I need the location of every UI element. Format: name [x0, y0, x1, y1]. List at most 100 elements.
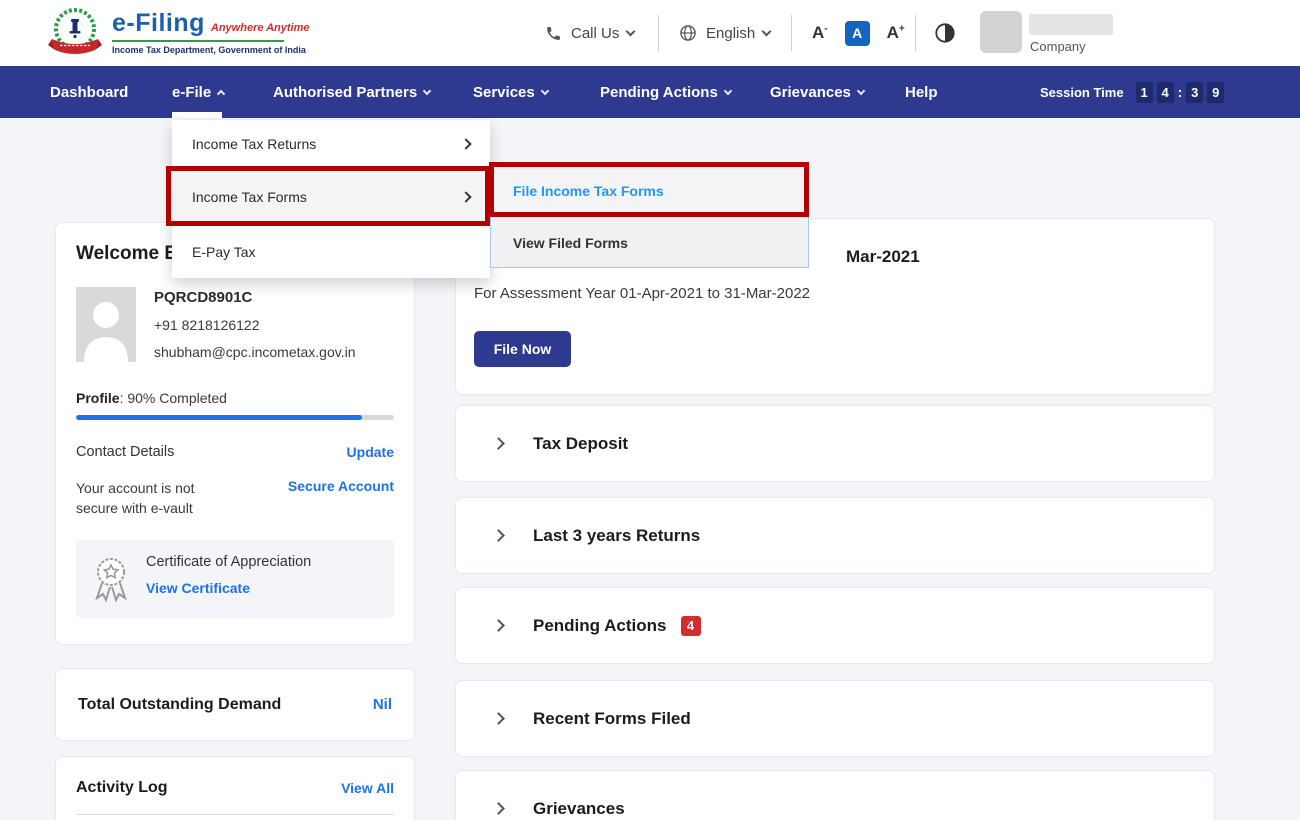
menu-item-label: Income Tax Returns [192, 136, 317, 152]
profile-card: Welcome E PQRCD8901C +91 8218126122 shub… [55, 222, 415, 645]
contrast-toggle[interactable] [934, 0, 956, 66]
chevron-right-icon [492, 802, 505, 815]
menu-item-e-pay-tax[interactable]: E-Pay Tax [172, 226, 490, 278]
submenu-item-label: File Income Tax Forms [513, 183, 664, 199]
user-avatar[interactable] [980, 11, 1022, 53]
chevron-down-icon [761, 26, 772, 37]
header-divider [658, 15, 659, 51]
medal-icon [95, 558, 127, 602]
session-digit: 1 [1135, 81, 1153, 103]
chevron-down-icon [540, 86, 549, 96]
certificate-box: Certificate of Appreciation View Certifi… [76, 540, 394, 618]
accordion-recent-forms-filed[interactable]: Recent Forms Filed [455, 680, 1215, 757]
pan-number: PQRCD8901C [154, 289, 253, 306]
email-address: shubham@cpc.incometax.gov.in [154, 344, 356, 360]
session-digit: 4 [1156, 81, 1174, 103]
chevron-right-icon [492, 712, 505, 725]
brand-tagline: Anywhere Anytime [210, 22, 310, 34]
phone-icon [547, 26, 560, 40]
session-digit: 3 [1186, 81, 1204, 103]
divider [76, 814, 394, 815]
menu-item-label: Income Tax Forms [192, 189, 307, 205]
activity-log-card: Activity Log View All [55, 756, 415, 820]
demand-nil-link[interactable]: Nil [372, 696, 392, 713]
nav-item-services[interactable]: Services [473, 66, 549, 118]
accordion-tax-deposit[interactable]: Tax Deposit [455, 405, 1215, 482]
outstanding-demand-label: Total Outstanding Demand [78, 695, 282, 713]
font-size-controls: A- A A+ [812, 0, 905, 66]
file-now-button[interactable]: File Now [474, 331, 571, 367]
phone-number: +91 8218126122 [154, 317, 260, 333]
accordion-last-3-years-returns[interactable]: Last 3 years Returns [455, 497, 1215, 574]
contact-details-label: Contact Details [76, 444, 175, 460]
view-all-link[interactable]: View All [341, 780, 394, 796]
profile-progress-fill [76, 415, 363, 420]
filing-heading-fragment: Mar-2021 [846, 247, 920, 266]
profile-avatar-placeholder [76, 287, 136, 362]
header-divider [791, 15, 792, 51]
chevron-right-icon [460, 191, 472, 203]
efile-active-indicator [172, 112, 222, 118]
nav-item-authorised-partners[interactable]: Authorised Partners [273, 66, 432, 118]
nav-item-efile[interactable]: e-File [172, 66, 226, 118]
secure-account-link[interactable]: Secure Account [287, 478, 394, 494]
welcome-heading: Welcome E [76, 243, 178, 264]
efile-dropdown-menu: Income Tax Returns Income Tax Forms E-Pa… [172, 120, 490, 278]
update-link[interactable]: Update [346, 444, 394, 460]
menu-item-label: E-Pay Tax [192, 244, 256, 260]
accordion-label: Pending Actions [533, 615, 667, 635]
chevron-right-icon [460, 138, 472, 150]
menu-item-income-tax-forms[interactable]: Income Tax Forms [172, 168, 490, 226]
evault-status-text: Your account is not secure with e-vault [76, 480, 195, 516]
chevron-down-icon [856, 86, 866, 96]
header-divider [915, 15, 916, 51]
submenu-item-label: View Filed Forms [513, 235, 628, 251]
brand-subtitle: Income Tax Department, Government of Ind… [112, 45, 306, 55]
top-header: e-Filing Anywhere Anytime Income Tax Dep… [0, 0, 1300, 66]
menu-item-income-tax-returns[interactable]: Income Tax Returns [172, 120, 490, 168]
submenu-item-file-income-tax-forms[interactable]: File Income Tax Forms [491, 165, 808, 217]
font-default-button[interactable]: A [844, 20, 870, 46]
assessment-year-text: For Assessment Year 01-Apr-2021 to 31-Ma… [474, 285, 811, 302]
globe-icon [680, 25, 696, 41]
accordion-label: Recent Forms Filed [533, 708, 691, 728]
language-menu[interactable]: English [679, 0, 772, 66]
session-time-label: Session Time [1040, 84, 1124, 100]
nav-item-dashboard[interactable]: Dashboard [50, 83, 129, 101]
nav-item-grievances[interactable]: Grievances [770, 66, 866, 118]
font-increase-button[interactable]: A+ [886, 23, 905, 42]
accordion-pending-actions[interactable]: Pending Actions 4 [455, 587, 1215, 664]
main-navbar: Dashboard e-File Authorised Partners Ser… [0, 66, 1300, 118]
income-tax-emblem-icon [48, 8, 102, 54]
chevron-down-icon [723, 86, 733, 96]
session-timer: Session Time 1 4 : 3 9 [1040, 66, 1225, 118]
accordion-label: Tax Deposit [533, 433, 629, 453]
language-label: English [706, 24, 756, 42]
activity-log-label: Activity Log [76, 779, 168, 796]
nav-item-pending-actions[interactable]: Pending Actions [600, 66, 733, 118]
font-decrease-button[interactable]: A- [812, 23, 828, 42]
brand-name: e-Filing [112, 9, 205, 37]
user-name-redacted [1029, 14, 1113, 35]
accordion-grievances[interactable]: Grievances [455, 770, 1215, 820]
outstanding-demand-card: Total Outstanding Demand Nil [55, 668, 415, 741]
certificate-title: Certificate of Appreciation [146, 554, 312, 570]
chevron-right-icon [492, 437, 505, 450]
profile-completion-text: Profile: 90% Completed [76, 390, 227, 406]
view-certificate-link[interactable]: View Certificate [146, 580, 251, 596]
chevron-up-icon [216, 89, 226, 99]
contrast-icon [935, 23, 955, 43]
user-role-label: Company [1030, 39, 1086, 54]
nav-item-help[interactable]: Help [905, 83, 938, 101]
call-us-menu[interactable]: Call Us [545, 0, 636, 66]
efiling-logo: e-Filing Anywhere Anytime Income Tax Dep… [48, 5, 310, 59]
chevron-down-icon [422, 86, 432, 96]
logo-text: e-Filing Anywhere Anytime Income Tax Dep… [112, 9, 310, 55]
call-us-label: Call Us [571, 24, 620, 42]
income-tax-forms-submenu: File Income Tax Forms View Filed Forms [490, 164, 809, 268]
session-digit: 9 [1207, 81, 1225, 103]
submenu-item-view-filed-forms[interactable]: View Filed Forms [491, 217, 808, 269]
chevron-down-icon [625, 26, 636, 37]
accordion-label: Last 3 years Returns [533, 525, 701, 545]
